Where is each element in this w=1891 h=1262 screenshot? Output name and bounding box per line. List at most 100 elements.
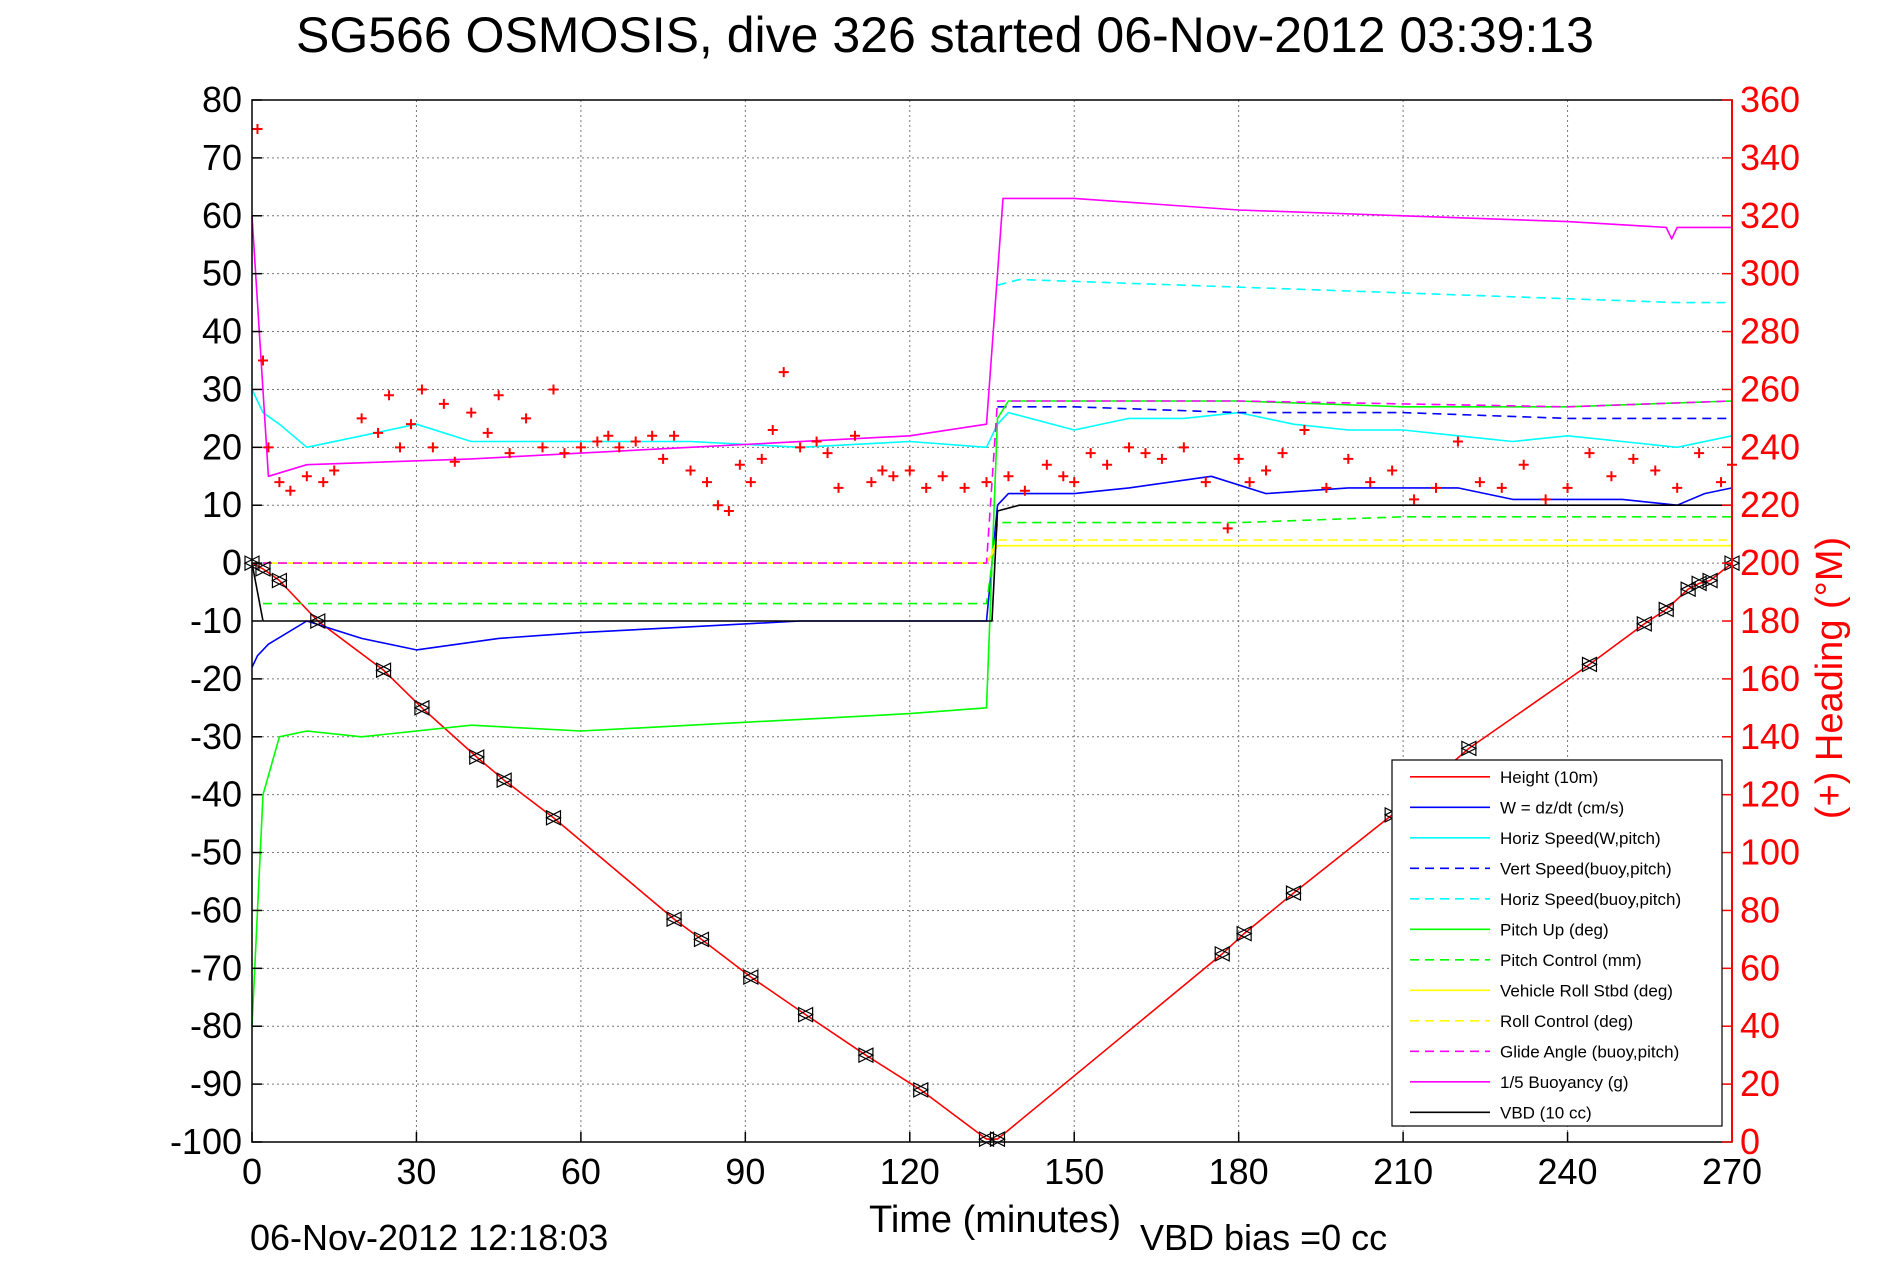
heading-marker bbox=[888, 471, 899, 482]
heading-marker bbox=[1124, 442, 1135, 453]
legend-label-7: Vehicle Roll Stbd (deg) bbox=[1500, 981, 1673, 1000]
heading-marker bbox=[1299, 424, 1310, 435]
heading-marker bbox=[482, 427, 493, 438]
y2-tick-label: 60 bbox=[1740, 947, 1780, 988]
height-point-marker bbox=[1235, 925, 1253, 942]
heading-marker bbox=[630, 436, 641, 447]
heading-marker bbox=[449, 456, 460, 467]
heading-marker bbox=[466, 407, 477, 418]
y-tick-label: 20 bbox=[202, 426, 242, 467]
heading-marker bbox=[1650, 465, 1661, 476]
heading-marker bbox=[1085, 448, 1096, 459]
y2-tick-label: 80 bbox=[1740, 889, 1780, 930]
heading-marker bbox=[756, 453, 767, 464]
heading-marker bbox=[1387, 465, 1398, 476]
y2-tick-label: 360 bbox=[1740, 79, 1800, 120]
y-tick-label: -20 bbox=[190, 658, 242, 699]
heading-marker bbox=[1233, 453, 1244, 464]
heading-marker bbox=[1496, 482, 1507, 493]
heading-marker bbox=[318, 477, 329, 488]
legend-label-3: Vert Speed(buoy,pitch) bbox=[1500, 859, 1672, 878]
heading-marker bbox=[1041, 459, 1052, 470]
y-tick-label: 50 bbox=[202, 253, 242, 294]
heading-marker bbox=[1244, 477, 1255, 488]
x-tick-label: 150 bbox=[1044, 1151, 1104, 1192]
y-tick-label: -30 bbox=[190, 716, 242, 757]
heading-marker bbox=[1584, 448, 1595, 459]
series-line-10 bbox=[251, 197, 1732, 478]
heading-marker bbox=[427, 442, 438, 453]
legend-label-2: Horiz Speed(W,pitch) bbox=[1500, 829, 1661, 848]
height-point-marker bbox=[545, 809, 562, 826]
y-tick-label: -70 bbox=[190, 947, 242, 988]
chart-title: SG566 OSMOSIS, dive 326 started 06-Nov-2… bbox=[296, 7, 1594, 63]
y-tick-label: 70 bbox=[202, 137, 242, 178]
height-point-marker bbox=[375, 662, 392, 679]
y-tick-label: 40 bbox=[202, 311, 242, 352]
legend-label-4: Horiz Speed(buoy,pitch) bbox=[1500, 890, 1681, 909]
heading-marker bbox=[1261, 465, 1272, 476]
heading-marker bbox=[1178, 442, 1189, 453]
heading-marker bbox=[329, 465, 340, 476]
y2-tick-label: 280 bbox=[1740, 311, 1800, 352]
height-point-marker bbox=[912, 1081, 930, 1098]
y2-tick-label: 320 bbox=[1740, 195, 1800, 236]
heading-marker bbox=[685, 465, 696, 476]
heading-marker bbox=[384, 390, 395, 401]
height-point-marker bbox=[1701, 572, 1719, 589]
heading-marker bbox=[795, 442, 806, 453]
heading-marker bbox=[263, 442, 274, 453]
heading-marker bbox=[1518, 459, 1529, 470]
heading-marker bbox=[301, 471, 312, 482]
y2-tick-label: 340 bbox=[1740, 137, 1800, 178]
x-tick-label: 240 bbox=[1538, 1151, 1598, 1192]
heading-marker bbox=[1156, 453, 1167, 464]
y-tick-label: 10 bbox=[202, 484, 242, 525]
heading-marker bbox=[849, 430, 860, 441]
x-tick-label: 90 bbox=[725, 1151, 765, 1192]
heading-marker bbox=[1672, 482, 1683, 493]
y-tick-label: 30 bbox=[202, 368, 242, 409]
heading-marker bbox=[712, 500, 723, 511]
y2-tick-label: 0 bbox=[1740, 1121, 1760, 1162]
heading-marker bbox=[1140, 448, 1151, 459]
height-point-marker bbox=[742, 969, 760, 985]
y2-tick-label: 100 bbox=[1740, 832, 1800, 873]
height-point-marker bbox=[693, 931, 710, 948]
heading-marker bbox=[559, 448, 570, 459]
heading-marker bbox=[356, 413, 367, 424]
heading-marker bbox=[658, 453, 669, 464]
y-tick-label: -80 bbox=[190, 1005, 242, 1046]
x-axis-label: Time (minutes) bbox=[869, 1199, 1121, 1241]
y2-tick-label: 240 bbox=[1740, 426, 1800, 467]
heading-marker bbox=[1058, 471, 1069, 482]
heading-marker bbox=[904, 465, 915, 476]
heading-marker bbox=[416, 384, 427, 395]
heading-marker bbox=[937, 471, 948, 482]
y2-tick-label: 120 bbox=[1740, 774, 1800, 815]
heading-marker bbox=[373, 427, 384, 438]
heading-marker bbox=[734, 459, 745, 470]
y-tick-label: -90 bbox=[190, 1063, 242, 1104]
legend-label-11: VBD (10 cc) bbox=[1500, 1103, 1592, 1122]
heading-marker bbox=[1222, 523, 1233, 534]
heading-marker bbox=[1409, 494, 1420, 505]
y2-tick-label: 40 bbox=[1740, 1005, 1780, 1046]
height-point-marker bbox=[1657, 601, 1675, 618]
heading-marker bbox=[1540, 494, 1551, 505]
heading-marker bbox=[1694, 448, 1705, 459]
legend-box bbox=[1391, 759, 1723, 1127]
heading-marker bbox=[285, 485, 296, 496]
heading-marker bbox=[575, 442, 586, 453]
height-point-marker bbox=[309, 613, 327, 629]
heading-marker bbox=[877, 465, 888, 476]
height-point-marker bbox=[271, 572, 288, 589]
heading-marker bbox=[1019, 485, 1030, 496]
heading-marker bbox=[1003, 471, 1014, 482]
heading-marker bbox=[959, 482, 970, 493]
heading-marker bbox=[767, 424, 778, 435]
y-tick-label: -60 bbox=[190, 889, 242, 930]
height-point-marker bbox=[857, 1047, 875, 1064]
heading-marker bbox=[1452, 436, 1463, 447]
heading-marker bbox=[438, 398, 449, 409]
